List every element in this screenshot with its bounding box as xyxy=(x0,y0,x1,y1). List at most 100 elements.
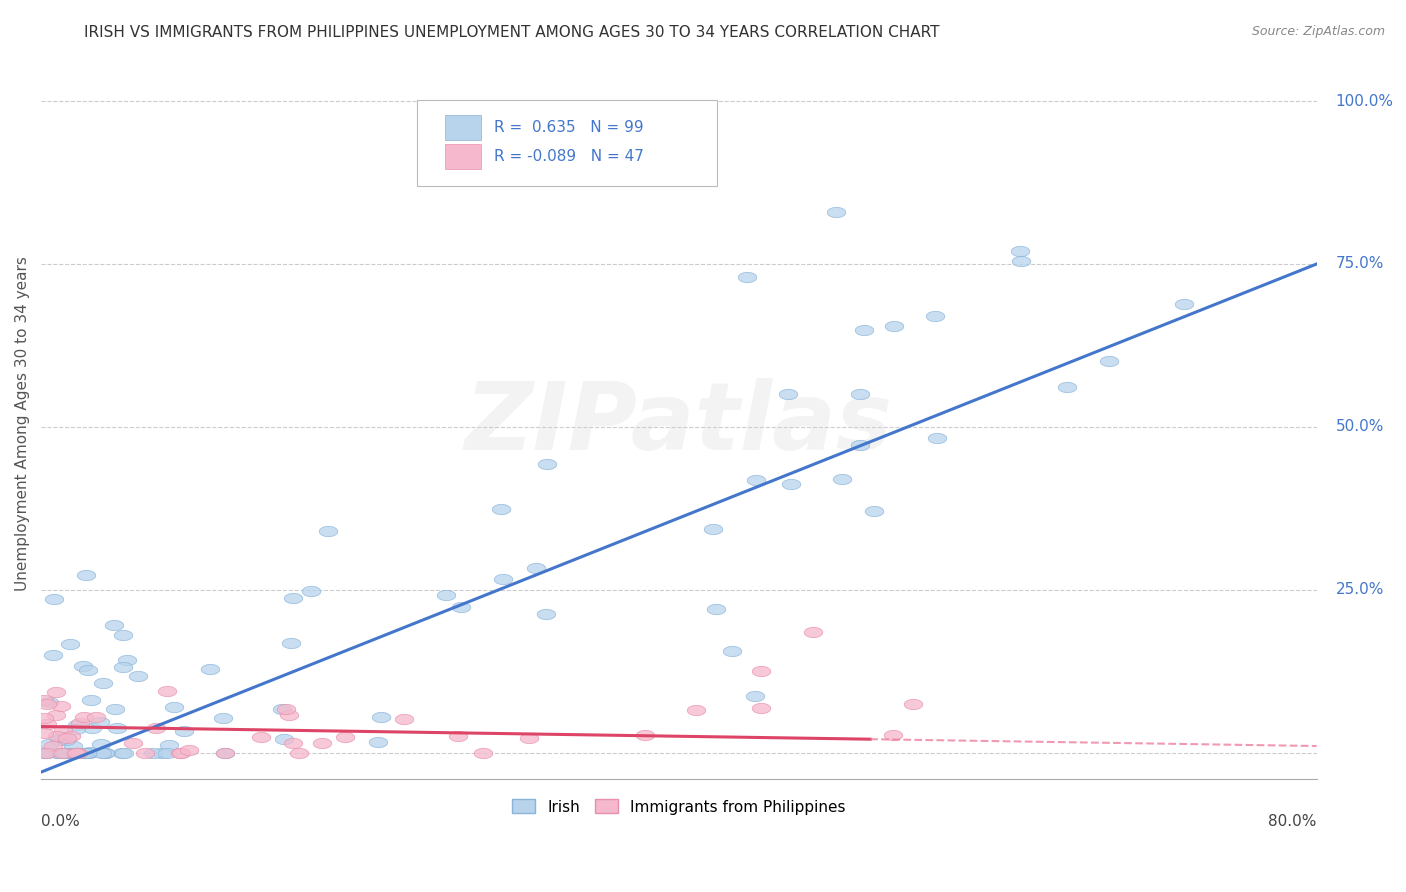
Point xyxy=(170,746,193,760)
Point xyxy=(721,644,744,658)
Point xyxy=(274,702,297,716)
Point xyxy=(59,637,82,651)
Point xyxy=(104,701,127,715)
Point xyxy=(1098,354,1121,368)
Point xyxy=(179,742,201,756)
Point xyxy=(1056,380,1078,394)
Point xyxy=(534,607,557,621)
Point xyxy=(831,472,853,486)
Text: 100.0%: 100.0% xyxy=(1336,94,1393,109)
Point xyxy=(392,712,415,726)
Point xyxy=(80,693,103,707)
Point xyxy=(79,746,101,760)
Point xyxy=(103,618,125,632)
Point xyxy=(311,736,333,750)
Point xyxy=(924,310,946,324)
Point xyxy=(73,710,96,724)
Point xyxy=(335,730,357,744)
Point xyxy=(299,583,322,598)
Point xyxy=(159,738,181,752)
Point xyxy=(37,746,59,760)
Bar xyxy=(446,145,481,169)
Point xyxy=(65,746,87,760)
Point xyxy=(150,746,173,760)
Point xyxy=(882,728,904,742)
Point xyxy=(280,636,302,650)
Point xyxy=(214,746,236,760)
Point xyxy=(163,699,186,714)
Text: 25.0%: 25.0% xyxy=(1336,582,1384,597)
Point xyxy=(145,722,167,736)
Point xyxy=(72,746,94,760)
Point xyxy=(524,561,547,575)
Point xyxy=(67,746,90,760)
Point xyxy=(65,718,87,732)
Point xyxy=(52,730,75,744)
Point xyxy=(273,731,295,746)
Point xyxy=(45,729,67,743)
Point xyxy=(65,722,87,736)
Point xyxy=(745,474,768,488)
Point xyxy=(122,736,145,750)
Point xyxy=(76,663,98,677)
Point xyxy=(370,710,392,724)
Point xyxy=(863,504,886,518)
Point xyxy=(79,745,101,759)
Point xyxy=(105,721,128,735)
Point xyxy=(111,628,134,642)
Text: ZIPatlas: ZIPatlas xyxy=(465,377,893,469)
Point xyxy=(156,746,179,760)
Point xyxy=(42,592,65,607)
Point xyxy=(93,676,115,690)
Point xyxy=(53,746,76,760)
Point xyxy=(45,685,67,699)
Point xyxy=(702,522,724,536)
Point xyxy=(749,664,772,678)
Point xyxy=(53,746,76,760)
Point xyxy=(75,568,97,582)
Point xyxy=(134,746,156,760)
Point xyxy=(34,692,56,706)
Point xyxy=(115,653,138,667)
Point xyxy=(849,438,872,452)
Point xyxy=(212,711,235,725)
Y-axis label: Unemployment Among Ages 30 to 34 years: Unemployment Among Ages 30 to 34 years xyxy=(15,256,30,591)
FancyBboxPatch shape xyxy=(418,101,717,186)
Point xyxy=(69,715,91,730)
Point xyxy=(883,319,905,334)
Point xyxy=(66,746,89,760)
Point xyxy=(90,738,112,752)
Point xyxy=(65,746,87,760)
Text: R = -0.089   N = 47: R = -0.089 N = 47 xyxy=(494,150,644,164)
Point xyxy=(111,746,134,760)
Point xyxy=(56,746,79,760)
Point xyxy=(749,700,772,714)
Point xyxy=(156,684,179,698)
Point xyxy=(65,746,87,760)
Point xyxy=(634,728,657,742)
Point xyxy=(901,698,924,712)
Point xyxy=(491,572,513,586)
Point xyxy=(65,746,87,760)
Point xyxy=(48,733,70,747)
Point xyxy=(173,723,195,738)
Point xyxy=(1173,296,1195,310)
Point xyxy=(56,746,79,760)
Point xyxy=(778,387,800,401)
Point xyxy=(66,746,89,760)
Point xyxy=(93,746,115,760)
Text: R =  0.635   N = 99: R = 0.635 N = 99 xyxy=(494,120,644,135)
Point xyxy=(517,731,540,746)
Point xyxy=(112,746,135,760)
Point xyxy=(250,730,273,744)
Point xyxy=(780,477,803,491)
Point xyxy=(34,710,56,724)
Point xyxy=(82,721,104,735)
Point xyxy=(34,746,56,760)
Point xyxy=(90,746,112,760)
Point xyxy=(94,746,117,760)
Point xyxy=(198,663,221,677)
Point xyxy=(281,736,304,750)
Point xyxy=(73,746,96,760)
Point xyxy=(127,668,149,682)
